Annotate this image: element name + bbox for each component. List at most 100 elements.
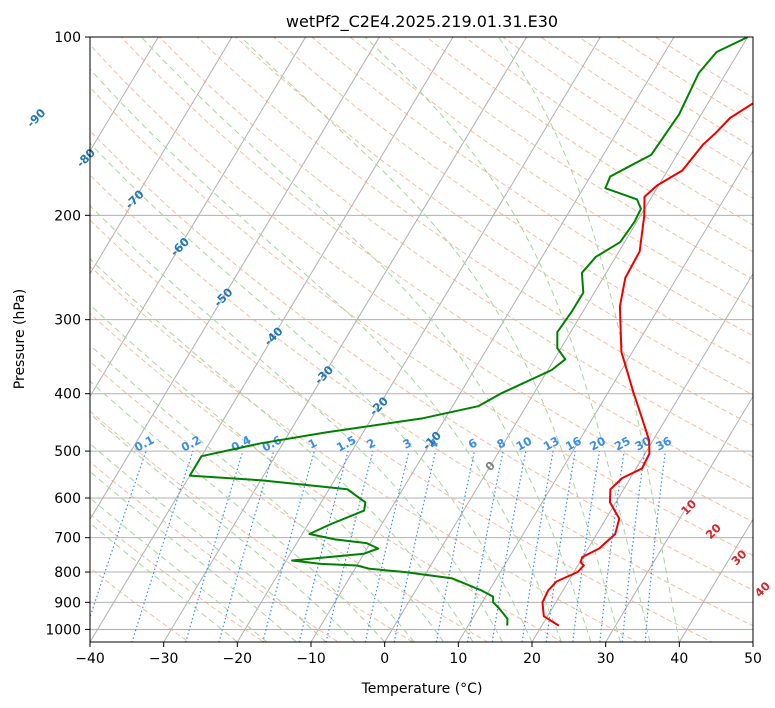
y-tick-label: 500 — [54, 444, 81, 460]
dry-adiabat-line — [196, 37, 753, 427]
mixing-ratio-line — [298, 450, 349, 642]
y-tick-label: 1000 — [45, 622, 81, 638]
mixing-ratio-line — [466, 450, 504, 642]
isotherm-labels: -100-90-80-70-60-50-40-30-20-100 — [0, 64, 498, 473]
isotherm-line — [90, 37, 454, 642]
isotherm-line — [457, 149, 753, 642]
temperature-line — [541, 102, 753, 627]
moist-adiabat-line — [90, 204, 503, 642]
x-tick-label: −30 — [149, 651, 179, 667]
dry-adiabat-line — [90, 174, 753, 627]
dry-adiabat-line — [349, 37, 753, 308]
plot-frame — [89, 36, 754, 643]
mixing-ratio-label: 1 — [306, 436, 320, 452]
mixing-ratio-label: 3 — [400, 436, 414, 452]
isotherm-line — [90, 37, 233, 275]
isotherm-line — [236, 37, 601, 642]
moist-adiabat-line — [90, 258, 474, 642]
x-tick-label: 0 — [380, 651, 389, 667]
dry-adiabat-line — [90, 219, 713, 642]
dry-adiabat-label: 30 — [728, 547, 749, 568]
chart-title: wetPf2_C2E4.2025.219.01.31.E30 — [286, 12, 558, 32]
dry-adiabat-label: 40 — [752, 579, 773, 600]
dry-adiabat-line — [90, 43, 753, 523]
mixing-ratio-line — [621, 451, 646, 642]
y-tick-label: 900 — [54, 595, 81, 611]
isotherm-line — [310, 37, 675, 642]
y-tick-label: 700 — [54, 531, 81, 547]
moist-adiabat-line — [497, 37, 680, 642]
dry-adiabat-line — [387, 37, 753, 280]
dry-adiabat-line — [90, 312, 564, 642]
dry-adiabat-line — [90, 265, 639, 642]
y-tick-label: 300 — [54, 313, 81, 329]
mixing-ratio-line — [185, 450, 244, 642]
y-tick-label: 600 — [54, 491, 81, 507]
moist-adiabat-line — [90, 442, 327, 642]
isotherm-line — [90, 37, 307, 398]
isotherm-label: -40 — [261, 324, 286, 349]
isotherm-line — [384, 37, 749, 642]
mixing-ratio-line — [491, 450, 527, 642]
mixing-ratio-line — [218, 450, 275, 642]
x-tick-label: −20 — [223, 651, 253, 667]
mixing-ratio-line — [90, 450, 147, 619]
mixing-ratio-label: 10 — [514, 434, 535, 454]
background-lines — [90, 37, 753, 642]
isotherm-label: -80 — [74, 146, 99, 171]
x-tick-label: 10 — [449, 651, 467, 667]
dry-adiabat-label: 10 — [678, 497, 699, 518]
x-tick-label: −10 — [296, 651, 326, 667]
x-tick-label: 20 — [523, 651, 541, 667]
dry-adiabat-line — [90, 461, 340, 642]
x-axis: −40 −30 −20 −10 0 10 20 30 40 50 — [75, 642, 762, 667]
isotherm-line — [90, 37, 380, 521]
moist-adiabat-line — [140, 37, 592, 642]
mixing-ratio-line — [262, 450, 315, 642]
mixing-ratio-label: 36 — [653, 434, 674, 454]
mixing-ratio-line — [599, 451, 625, 642]
moist-adiabat-line — [90, 304, 445, 642]
dry-adiabat-line — [90, 567, 190, 642]
isotherm-line — [605, 395, 753, 642]
x-tick-label: 40 — [670, 651, 688, 667]
moist-adiabat-line — [90, 344, 415, 642]
moist-adiabat-line — [90, 380, 386, 642]
mixing-ratio-label: 20 — [587, 434, 608, 454]
mixing-ratio-line — [521, 450, 554, 642]
mixing-ratio-line — [644, 451, 666, 642]
mixing-ratio-line — [393, 450, 437, 642]
mixing-ratio-line — [545, 451, 576, 642]
mixing-ratio-label: 25 — [612, 434, 633, 454]
dry-adiabat-line — [158, 37, 753, 458]
y-axis: 100 200 300 400 500 600 700 800 900 1000 — [45, 30, 90, 638]
isotherm-label: -10 — [420, 428, 445, 453]
isotherm-line — [531, 272, 753, 642]
mixing-ratio-label: 13 — [541, 434, 562, 454]
y-tick-label: 800 — [54, 565, 81, 581]
moist-adiabat-line — [90, 142, 533, 642]
x-tick-label: 30 — [597, 651, 615, 667]
isotherm-label: -70 — [122, 187, 147, 212]
isotherm-line — [163, 37, 528, 642]
mixing-ratio-line — [572, 451, 601, 642]
isotherm-label: 0 — [482, 458, 498, 474]
mixing-ratio-line — [435, 450, 476, 642]
mixing-ratio-label: 2 — [364, 436, 378, 452]
y-tick-label: 200 — [54, 208, 81, 224]
isotherm-line — [752, 641, 753, 642]
dry-adiabat-line — [654, 37, 753, 99]
moist-adiabat-line — [240, 37, 621, 642]
isotherm-line — [678, 518, 753, 642]
isotherm-label: -90 — [24, 106, 49, 131]
moist-adiabat-line — [90, 497, 268, 642]
isotherm-label: -100 — [0, 64, 1, 94]
profile-lines — [188, 37, 753, 627]
dewpoint-line — [188, 37, 749, 626]
x-tick-label: 50 — [744, 651, 762, 667]
y-axis-label: Pressure (hPa) — [12, 289, 28, 389]
mixing-ratio-label: 16 — [563, 434, 584, 454]
x-tick-label: −40 — [75, 651, 105, 667]
